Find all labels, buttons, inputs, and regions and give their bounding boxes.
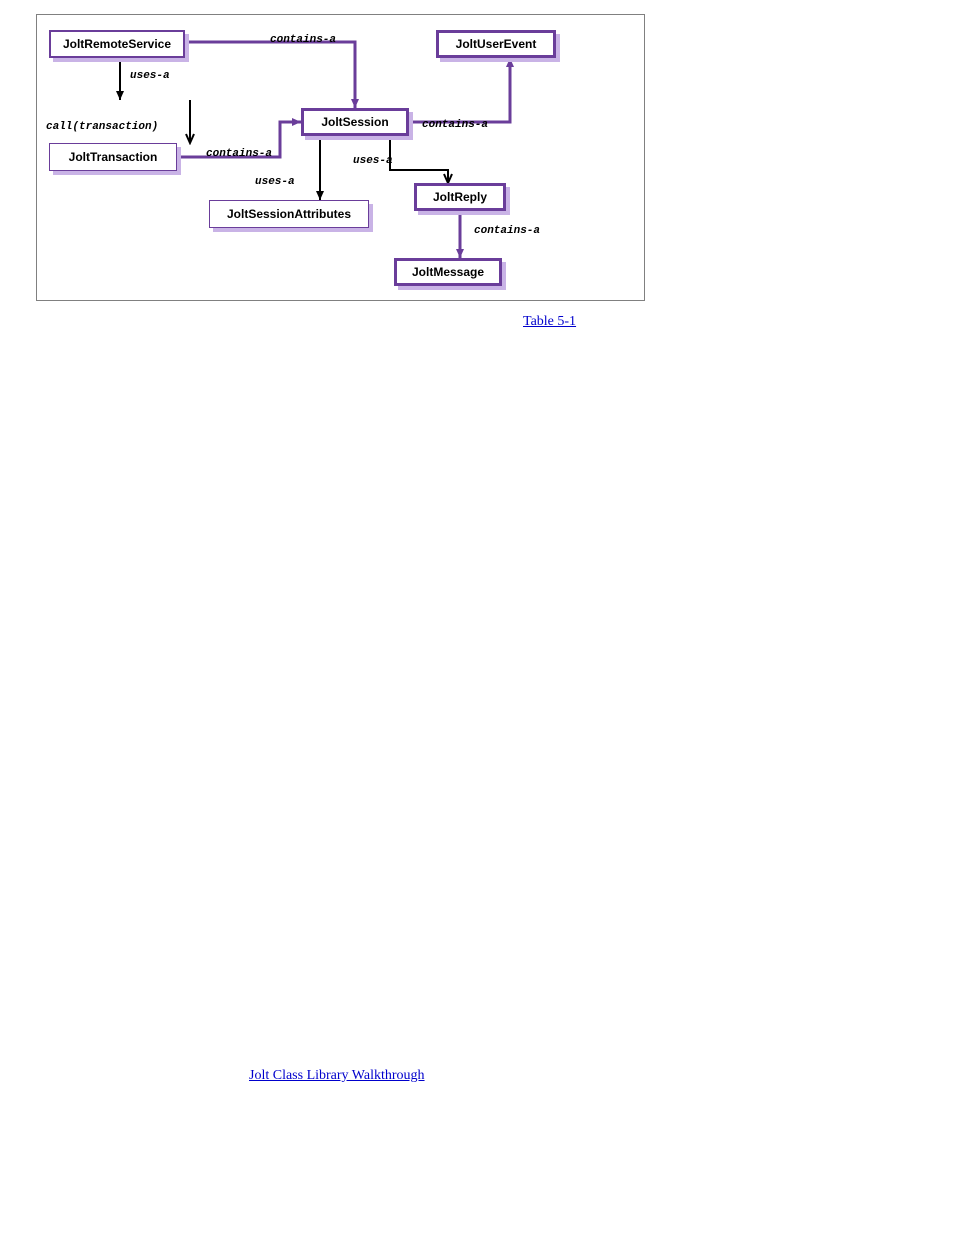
edge-label-rs-trans: uses-a <box>130 70 170 82</box>
edge-label-trans-session: contains-a <box>206 148 272 160</box>
node-session: JoltSession <box>301 108 409 136</box>
node-label: JoltSession <box>321 115 388 129</box>
node-sessionAttrs: JoltSessionAttributes <box>209 200 369 228</box>
node-transaction: JoltTransaction <box>49 143 177 171</box>
node-label: JoltReply <box>433 190 487 204</box>
node-userEvent: JoltUserEvent <box>436 30 556 58</box>
node-label: JoltRemoteService <box>63 37 171 51</box>
node-label: JoltMessage <box>412 265 484 279</box>
node-message: JoltMessage <box>394 258 502 286</box>
node-label: JoltUserEvent <box>456 37 537 51</box>
node-reply: JoltReply <box>414 183 506 211</box>
edge-label-reply-message: contains-a <box>474 225 540 237</box>
edge-label-rs-trans-call: call(transaction) <box>46 121 158 133</box>
node-remoteService: JoltRemoteService <box>49 30 185 58</box>
link-table-5-1[interactable]: Table 5-1 <box>523 314 576 330</box>
link-walkthrough[interactable]: Jolt Class Library Walkthrough <box>249 1068 425 1084</box>
node-label: JoltSessionAttributes <box>227 207 351 221</box>
node-label: JoltTransaction <box>69 150 158 164</box>
edge-label-session-reply: uses-a <box>353 155 393 167</box>
edge-label-rs-session: contains-a <box>270 34 336 46</box>
edge-label-session-attrs: uses-a <box>255 176 295 188</box>
edge-label-session-userevent: contains-a <box>422 119 488 131</box>
